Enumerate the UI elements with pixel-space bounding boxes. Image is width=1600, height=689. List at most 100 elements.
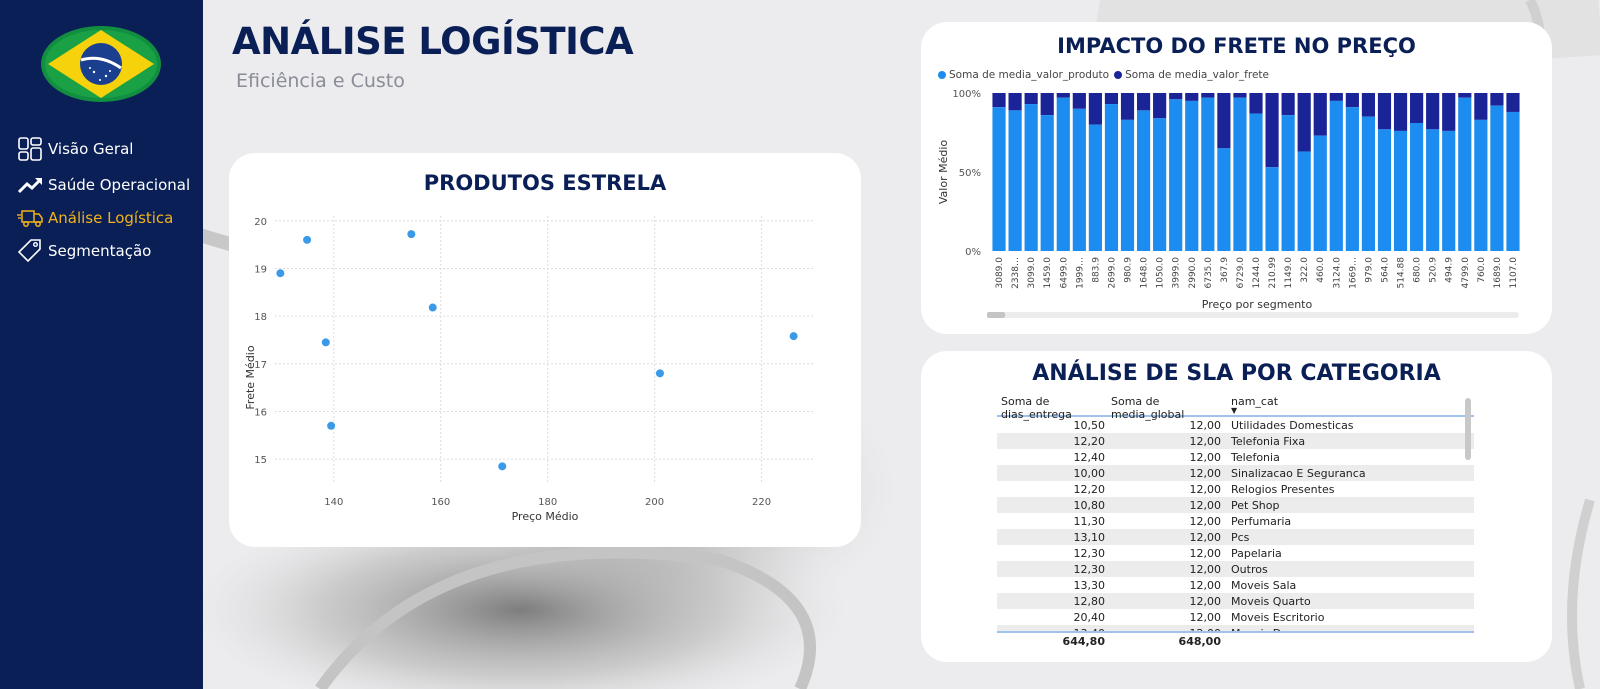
bar-segment-frete[interactable] <box>992 93 1006 108</box>
bar-segment-frete[interactable] <box>1297 93 1311 152</box>
table-row[interactable]: 12,20 12,00 Relogios Presentes <box>997 481 1474 497</box>
table-row[interactable]: 10,50 12,00 Utilidades Domesticas <box>997 417 1474 433</box>
bar-segment-frete[interactable] <box>1506 93 1520 112</box>
table-row[interactable]: 12,40 12,00 Telefonia <box>997 449 1474 465</box>
scatter-point[interactable] <box>303 235 312 244</box>
table-row[interactable]: 10,00 12,00 Sinalizacao E Seguranca <box>997 465 1474 481</box>
bar-segment-produto[interactable] <box>1233 97 1247 252</box>
scatter-point[interactable] <box>789 332 798 341</box>
sidebar-item-segmentacao[interactable]: Segmentação <box>16 237 151 265</box>
bar-segment-produto[interactable] <box>1201 97 1215 252</box>
sidebar-item-saude-operacional[interactable]: Saúde Operacional <box>16 171 190 199</box>
table-row[interactable]: 10,80 12,00 Pet Shop <box>997 497 1474 513</box>
sidebar-item-analise-logistica[interactable]: Análise Logística <box>16 204 173 232</box>
bar-segment-produto[interactable] <box>1024 104 1038 251</box>
bar-segment-frete[interactable] <box>1426 93 1440 130</box>
bar-segment-frete[interactable] <box>1474 93 1488 120</box>
bar-segment-produto[interactable] <box>1281 115 1295 252</box>
bar-segment-produto[interactable] <box>1506 111 1520 252</box>
bar-segment-frete[interactable] <box>1265 93 1279 168</box>
bar-segment-produto[interactable] <box>1474 119 1488 251</box>
scatter-point[interactable] <box>327 421 336 430</box>
bar-segment-produto[interactable] <box>1072 108 1086 251</box>
sidebar-item-visao-geral[interactable]: Visão Geral <box>16 135 133 163</box>
scatter-point[interactable] <box>276 269 285 278</box>
bar-segment-frete[interactable] <box>1458 93 1472 98</box>
stacked-bar-chart[interactable]: 0% 50% 100% 3089.0 2338… 3099.0 1459.0 6499.0 19… <box>921 22 1552 334</box>
bar-segment-frete[interactable] <box>1410 93 1424 124</box>
bar-segment-produto[interactable] <box>1185 100 1199 252</box>
bar-segment-frete[interactable] <box>1008 93 1022 111</box>
bar-segment-produto[interactable] <box>992 107 1006 251</box>
sla-table[interactable]: Soma de dias_entrega Soma de media_globa… <box>997 395 1474 649</box>
bar-segment-produto[interactable] <box>1008 110 1022 251</box>
legend-item-produto[interactable]: Soma de media_valor_produto <box>938 69 1109 81</box>
table-row[interactable]: 12,20 12,00 Telefonia Fixa <box>997 433 1474 449</box>
bar-segment-frete[interactable] <box>1329 93 1343 101</box>
bar-segment-frete[interactable] <box>1136 93 1151 111</box>
bar-segment-produto[interactable] <box>1153 118 1167 251</box>
bar-segment-frete[interactable] <box>1169 93 1183 100</box>
bar-segment-frete[interactable] <box>1217 93 1231 149</box>
column-header-nam-cat[interactable]: nam_cat ▼ <box>1223 395 1474 415</box>
bar-segment-frete[interactable] <box>1153 93 1167 119</box>
table-row[interactable]: 12,80 12,00 Moveis Quarto <box>997 593 1474 609</box>
table-row[interactable]: 12,30 12,00 Papelaria <box>997 545 1474 561</box>
bar-segment-frete[interactable] <box>1120 93 1135 120</box>
bar-segment-produto[interactable] <box>1361 116 1376 251</box>
bar-segment-frete[interactable] <box>1233 93 1247 98</box>
scatter-chart-card[interactable]: PRODUTOS ESTRELA 15 16 17 18 19 20 140 160 180 20… <box>229 153 861 547</box>
sla-table-card[interactable]: ANÁLISE DE SLA POR CATEGORIA Soma de dia… <box>921 351 1552 662</box>
bar-segment-produto[interactable] <box>1490 105 1504 251</box>
table-row[interactable]: 12,30 12,00 Outros <box>997 561 1474 577</box>
bar-segment-frete[interactable] <box>1104 93 1119 105</box>
bar-segment-frete[interactable] <box>1393 93 1408 131</box>
horizontal-scrollbar-track[interactable] <box>987 312 1519 318</box>
bar-segment-produto[interactable] <box>1249 113 1263 251</box>
horizontal-scrollbar-thumb[interactable] <box>987 312 1005 318</box>
bar-segment-frete[interactable] <box>1281 93 1295 116</box>
table-vertical-scrollbar[interactable] <box>1465 398 1471 460</box>
bar-segment-frete[interactable] <box>1361 93 1376 117</box>
bar-segment-produto[interactable] <box>1104 104 1119 251</box>
column-header-dias-entrega[interactable]: Soma de dias_entrega <box>1001 395 1072 421</box>
bar-segment-frete[interactable] <box>1056 93 1070 98</box>
bar-segment-frete[interactable] <box>1040 93 1054 116</box>
bar-segment-produto[interactable] <box>1088 124 1102 251</box>
bar-segment-produto[interactable] <box>1056 97 1070 252</box>
column-header-media-global[interactable]: Soma de media_global <box>1111 395 1185 421</box>
table-row[interactable]: 13,30 12,00 Moveis Sala <box>997 577 1474 593</box>
bar-segment-produto[interactable] <box>1169 99 1183 251</box>
bar-segment-produto[interactable] <box>1217 148 1231 251</box>
bar-segment-frete[interactable] <box>1249 93 1263 114</box>
bar-segment-frete[interactable] <box>1490 93 1504 106</box>
bar-segment-frete[interactable] <box>1377 93 1392 130</box>
bar-segment-produto[interactable] <box>1458 97 1472 252</box>
bar-segment-frete[interactable] <box>1088 93 1102 125</box>
bar-segment-frete[interactable] <box>1201 93 1215 98</box>
bar-segment-produto[interactable] <box>1265 167 1279 251</box>
bar-segment-frete[interactable] <box>1345 93 1359 108</box>
legend-item-frete[interactable]: Soma de media_valor_frete <box>1114 69 1269 81</box>
bar-segment-frete[interactable] <box>1185 93 1199 101</box>
bar-segment-produto[interactable] <box>1377 129 1392 251</box>
bar-segment-frete[interactable] <box>1024 93 1038 105</box>
bar-segment-produto[interactable] <box>1120 119 1135 251</box>
bar-segment-frete[interactable] <box>1442 93 1456 131</box>
table-row[interactable]: 13,10 12,00 Pcs <box>997 529 1474 545</box>
bar-segment-produto[interactable] <box>1313 135 1327 251</box>
bar-segment-produto[interactable] <box>1329 100 1343 252</box>
bar-chart-card[interactable]: IMPACTO DO FRETE NO PREÇO Soma de media_… <box>921 22 1552 334</box>
scatter-point[interactable] <box>498 462 507 471</box>
bar-segment-produto[interactable] <box>1426 129 1440 251</box>
scatter-point[interactable] <box>321 338 330 347</box>
table-row[interactable]: 20,40 12,00 Moveis Escritorio <box>997 609 1474 625</box>
scatter-chart[interactable]: 15 16 17 18 19 20 140 160 180 200 220 Preço Médio Fr… <box>229 153 861 547</box>
bar-segment-produto[interactable] <box>1393 130 1408 251</box>
bar-segment-produto[interactable] <box>1136 110 1151 251</box>
bar-segment-frete[interactable] <box>1313 93 1327 136</box>
scatter-point[interactable] <box>428 303 437 312</box>
bar-segment-produto[interactable] <box>1040 115 1054 252</box>
scatter-point[interactable] <box>407 230 416 239</box>
